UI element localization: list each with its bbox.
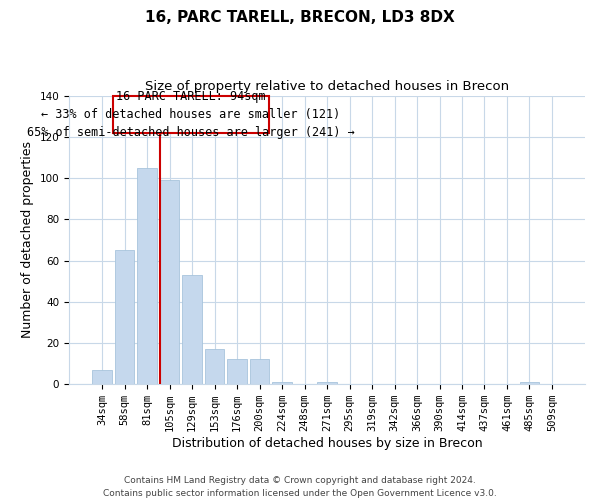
Y-axis label: Number of detached properties: Number of detached properties [21,142,34,338]
Text: 16 PARC TARELL: 94sqm
← 33% of detached houses are smaller (121)
65% of semi-det: 16 PARC TARELL: 94sqm ← 33% of detached … [27,90,355,138]
Bar [250,360,269,384]
Text: Contains HM Land Registry data © Crown copyright and database right 2024.
Contai: Contains HM Land Registry data © Crown c… [103,476,497,498]
Bar [160,180,179,384]
Bar [113,96,269,132]
Bar [205,349,224,384]
Bar [137,168,157,384]
Bar [115,250,134,384]
Bar [227,360,247,384]
Bar [182,275,202,384]
Bar [92,370,112,384]
Title: Size of property relative to detached houses in Brecon: Size of property relative to detached ho… [145,80,509,93]
Bar [317,382,337,384]
Text: 16, PARC TARELL, BRECON, LD3 8DX: 16, PARC TARELL, BRECON, LD3 8DX [145,10,455,25]
Bar [272,382,292,384]
Bar [520,382,539,384]
X-axis label: Distribution of detached houses by size in Brecon: Distribution of detached houses by size … [172,437,482,450]
